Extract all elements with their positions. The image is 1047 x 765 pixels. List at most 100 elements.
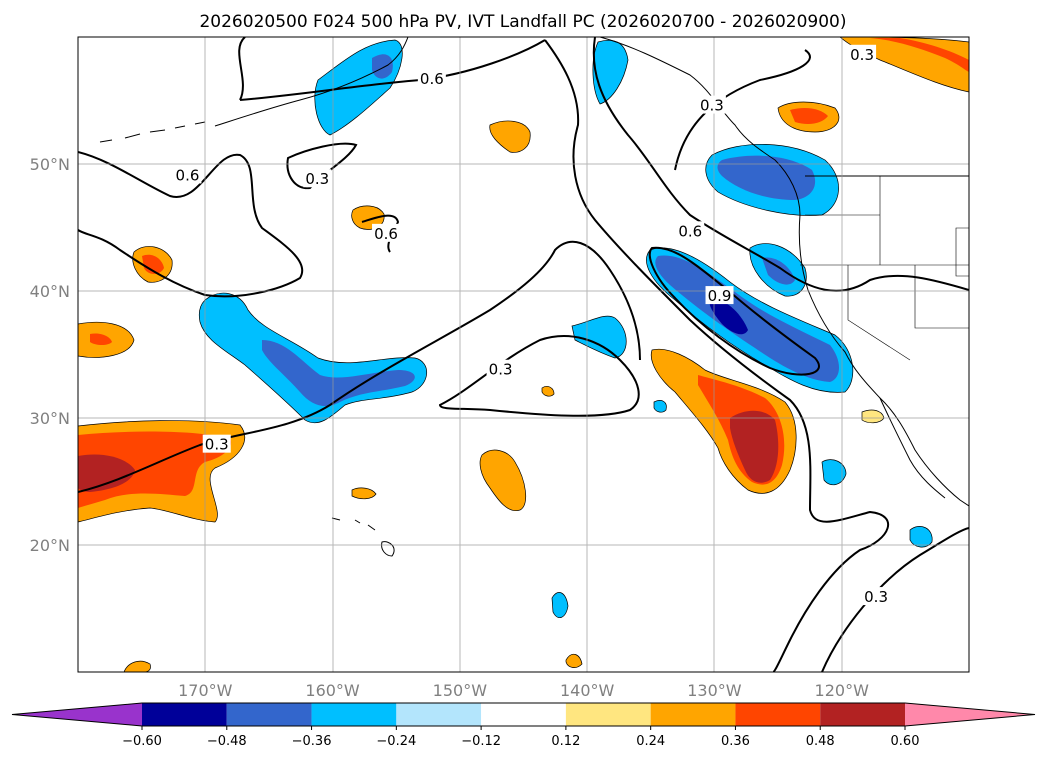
colorbar: −0.60 −0.48 −0.36 −0.24 −0.12 0.12 0.24 0.36 0.4… [11, 702, 1036, 749]
lon-label-140: 140°W [560, 681, 615, 700]
contour-label-bg [697, 95, 726, 114]
longitude-labels: 170°W 160°W 150°W 140°W 130°W 120°W [178, 681, 869, 700]
contour-label: 0.6 [176, 166, 200, 184]
colorbar-segment [396, 703, 482, 726]
contour-label-bg [173, 165, 202, 184]
ivt-positive-small-2 [541, 386, 555, 397]
contour-label-bg [417, 68, 446, 87]
contour-labels: 0.6 0.3 0.3 0.6 0.3 0.6 0.6 0.9 0.3 0.3 0.3 [173, 44, 891, 606]
colorbar-segment [226, 703, 312, 726]
ivt-negative-pnw-core [717, 155, 816, 200]
pv-contour-0.3-small [286, 142, 358, 190]
colorbar-tick-label: 0.12 [551, 734, 580, 749]
colorbar-tick-label: −0.60 [122, 734, 162, 749]
ivt-positive-dateline-core [142, 254, 164, 274]
pv-contour-0.3-oval [438, 335, 640, 417]
coast-alaska [214, 37, 409, 127]
contour-label: 0.3 [205, 436, 229, 454]
lon-label-120: 120°W [815, 681, 870, 700]
ivt-shading [78, 37, 969, 672]
colorbar-tick-label: 0.24 [636, 734, 665, 749]
lat-label-30: 30°N [30, 409, 70, 428]
ivt-positive-small-3 [565, 653, 583, 668]
map-frame [77, 36, 970, 673]
ivt-negative-mexico [909, 526, 933, 548]
ivt-negative-central-band-core [262, 340, 415, 407]
colorbar-segment [820, 703, 905, 726]
pv-contour-trough [544, 39, 890, 672]
lon-label-160: 160°W [305, 681, 360, 700]
coastlines [99, 37, 969, 557]
ivt-negative-offshore-band-mid [655, 255, 839, 382]
latitude-labels: 20°N 30°N 40°N 50°N [30, 155, 70, 555]
colorbar-tick-label: −0.24 [376, 734, 416, 749]
contour-label-bg [862, 587, 891, 606]
contour-label: 0.3 [864, 588, 888, 606]
ivt-negative-norcal-core [762, 257, 795, 285]
lat-label-20: 20°N [30, 536, 70, 555]
lon-label-170: 170°W [178, 681, 233, 700]
colorbar-extend-max [905, 703, 1035, 726]
contour-label-bg [676, 221, 705, 240]
colorbar-segment [565, 703, 651, 726]
coast-baja [879, 397, 946, 499]
ivt-positive-west-edge-core [90, 333, 112, 345]
colorbar-tick-label: 0.60 [891, 734, 920, 749]
hawaii-islands [331, 517, 395, 557]
pv-contour-0.6-central [361, 214, 400, 253]
colorbar-tick-label: −0.12 [461, 734, 501, 749]
ivt-negative-offshore-band-core [709, 298, 748, 335]
contour-label: 0.6 [678, 222, 702, 240]
ivt-positive-northeast-core [870, 38, 969, 72]
contour-label-bg [202, 434, 231, 453]
pv-contour-0.3-south [78, 240, 641, 493]
contour-label-bg [486, 359, 515, 378]
colorbar-segment [142, 703, 227, 726]
colorbar-tick-label: 0.48 [806, 734, 835, 749]
lat-label-40: 40°N [30, 282, 70, 301]
lat-label-50: 50°N [30, 155, 70, 174]
contour-label: 0.3 [489, 361, 513, 379]
colorbar-segment [311, 703, 397, 726]
contour-label-bg [372, 223, 401, 242]
pv-contour-outer [592, 37, 969, 292]
ivt-negative-south-2 [653, 400, 667, 413]
ivt-positive-central-south [479, 449, 527, 512]
colorbar-segment [735, 703, 821, 726]
ivt-positive-bc-core [790, 108, 828, 124]
colorbar-segment [481, 703, 566, 726]
contour-label: 0.3 [700, 97, 724, 115]
ivt-positive-offshore-core [730, 410, 779, 483]
colorbar-tick-label: −0.48 [207, 734, 247, 749]
pv-contours [78, 37, 969, 672]
ivt-negative-mid-pacific [571, 315, 627, 359]
colorbar-tick-label: 0.36 [721, 734, 750, 749]
lon-label-130: 130°W [687, 681, 742, 700]
ivt-negative-south-1 [551, 592, 569, 619]
pv-contour-0.3-se [821, 527, 969, 672]
ivt-positive-small-1 [351, 487, 377, 500]
contour-label: 0.6 [420, 70, 444, 88]
colorbar-segment [650, 703, 736, 726]
ivt-positive-west-mid [78, 431, 232, 508]
lon-label-150: 150°W [433, 681, 488, 700]
ivt-positive-north-central [489, 120, 531, 153]
ivt-negative-aleutians-core [372, 54, 393, 79]
pv-contour-0.6-loop [78, 151, 304, 298]
colorbar-extend-min [12, 703, 142, 726]
contour-label-bg [705, 286, 734, 305]
chart-title: 2026020500 F024 500 hPa PV, IVT Landfall… [199, 12, 846, 32]
ivt-negative-baja [821, 459, 847, 486]
pv-contour-0.9 [648, 246, 820, 376]
contour-label-bg [848, 44, 877, 63]
map-area: 0.6 0.3 0.3 0.6 0.3 0.6 0.6 0.9 0.3 0.3 0.3 [78, 37, 969, 672]
colorbar-tick-label: −0.36 [292, 734, 332, 749]
contour-label: 0.3 [850, 46, 874, 64]
pv-contour-0.3-nw-coast [674, 49, 811, 171]
contour-label: 0.3 [305, 170, 329, 188]
contour-label-bg [303, 169, 332, 188]
ivt-positive-west-core [78, 454, 135, 492]
contour-label: 0.6 [374, 225, 398, 243]
coast-us-west [798, 214, 969, 507]
